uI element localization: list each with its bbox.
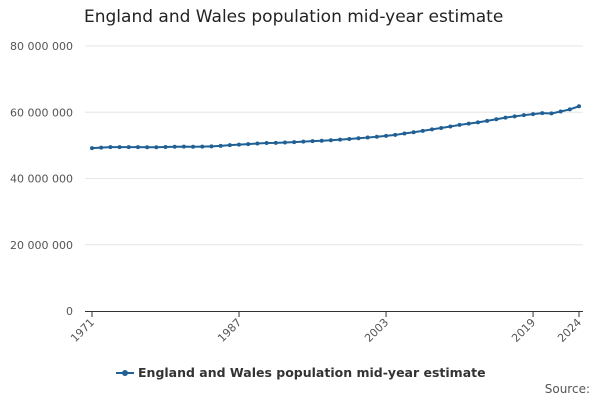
data-point[interactable] bbox=[154, 145, 159, 150]
data-point[interactable] bbox=[328, 138, 333, 143]
data-point[interactable] bbox=[237, 142, 242, 147]
legend-series-label: England and Wales population mid-year es… bbox=[138, 365, 486, 380]
data-point[interactable] bbox=[126, 145, 131, 150]
data-point[interactable] bbox=[475, 120, 480, 125]
data-point[interactable] bbox=[117, 145, 122, 150]
legend-dot-swatch bbox=[122, 369, 128, 376]
data-point[interactable] bbox=[374, 134, 379, 139]
data-point[interactable] bbox=[365, 135, 370, 140]
data-point[interactable] bbox=[549, 111, 554, 116]
y-tick-label: 20 000 000 bbox=[10, 239, 73, 252]
data-point[interactable] bbox=[384, 133, 389, 138]
data-point[interactable] bbox=[209, 144, 214, 149]
data-point[interactable] bbox=[420, 128, 425, 133]
y-tick-label: 60 000 000 bbox=[10, 106, 73, 119]
chart-title: England and Wales population mid-year es… bbox=[84, 7, 504, 27]
data-point[interactable] bbox=[218, 143, 223, 148]
y-tick-label: 40 000 000 bbox=[10, 173, 73, 186]
data-point[interactable] bbox=[558, 109, 563, 114]
data-point[interactable] bbox=[99, 145, 104, 150]
x-tick-label: 2024 bbox=[555, 316, 584, 345]
y-tick-label: 80 000 000 bbox=[10, 40, 73, 53]
data-point[interactable] bbox=[246, 142, 251, 147]
data-point[interactable] bbox=[172, 144, 177, 149]
data-point[interactable] bbox=[282, 140, 287, 145]
data-point[interactable] bbox=[466, 121, 471, 126]
data-point[interactable] bbox=[521, 113, 526, 118]
x-axis-labels: 1971 1987 2003 2019 2024 bbox=[68, 316, 584, 345]
axis-layer bbox=[85, 311, 583, 317]
data-point[interactable] bbox=[264, 140, 269, 145]
y-axis-labels: 0 20 000 000 40 000 000 60 000 000 80 000 00… bbox=[10, 40, 73, 318]
data-point[interactable] bbox=[338, 137, 343, 142]
x-tick-label: 1971 bbox=[68, 316, 97, 345]
data-point[interactable] bbox=[108, 145, 113, 150]
data-point[interactable] bbox=[273, 140, 278, 145]
data-point[interactable] bbox=[429, 127, 434, 132]
x-tick-label: 1987 bbox=[215, 316, 244, 345]
data-point[interactable] bbox=[567, 107, 572, 112]
data-point[interactable] bbox=[402, 131, 407, 136]
data-point[interactable] bbox=[90, 146, 94, 151]
data-point[interactable] bbox=[512, 114, 517, 119]
legend-series-marker bbox=[116, 368, 134, 378]
data-point[interactable] bbox=[301, 139, 306, 144]
data-point[interactable] bbox=[347, 136, 352, 141]
data-point[interactable] bbox=[200, 144, 205, 149]
data-point[interactable] bbox=[319, 138, 324, 143]
data-point[interactable] bbox=[577, 104, 581, 109]
series-layer bbox=[90, 104, 581, 151]
data-point[interactable] bbox=[393, 132, 398, 137]
data-point[interactable] bbox=[255, 141, 260, 146]
data-point[interactable] bbox=[310, 139, 315, 144]
data-point[interactable] bbox=[448, 124, 453, 129]
data-point[interactable] bbox=[457, 122, 462, 127]
data-point[interactable] bbox=[145, 145, 150, 150]
data-point[interactable] bbox=[411, 130, 416, 135]
data-point[interactable] bbox=[181, 144, 186, 149]
data-point[interactable] bbox=[135, 145, 140, 150]
grid-layer bbox=[85, 45, 583, 246]
data-point[interactable] bbox=[531, 112, 536, 117]
data-point[interactable] bbox=[494, 117, 499, 122]
data-point[interactable] bbox=[503, 115, 508, 120]
data-point[interactable] bbox=[485, 118, 490, 123]
legend[interactable]: England and Wales population mid-year es… bbox=[116, 365, 486, 380]
data-point[interactable] bbox=[540, 111, 545, 116]
x-tick-label: 2003 bbox=[362, 316, 391, 345]
y-tick-label: 0 bbox=[66, 305, 73, 318]
data-point[interactable] bbox=[227, 143, 232, 148]
source-label: Source: bbox=[544, 382, 590, 396]
data-point[interactable] bbox=[439, 126, 444, 131]
data-point[interactable] bbox=[191, 144, 196, 149]
data-point[interactable] bbox=[163, 145, 168, 150]
x-tick-label: 2019 bbox=[509, 316, 538, 345]
data-point[interactable] bbox=[292, 140, 297, 145]
data-point[interactable] bbox=[356, 136, 361, 141]
